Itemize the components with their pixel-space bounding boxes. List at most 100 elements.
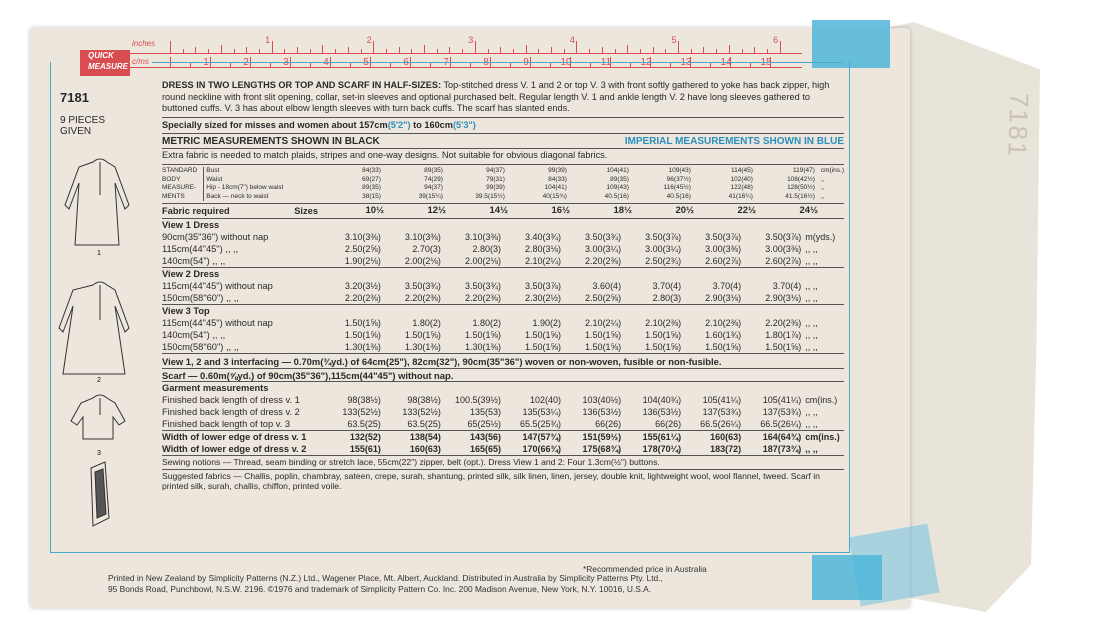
fabric-note: Extra fabric is needed to match plaids, … <box>162 147 844 162</box>
row-value: 103(40½) <box>582 395 622 405</box>
body-value: 89(35) <box>362 184 381 191</box>
row-value: 2.60(2⅞) <box>765 256 802 266</box>
row-value: 100.5(39½) <box>454 395 501 405</box>
cm-tick <box>430 62 431 67</box>
inch-tick <box>297 47 298 53</box>
info-frame-top <box>152 62 842 63</box>
row-label: 140cm(54") ,, ,, <box>162 256 226 266</box>
row-value: 170(66¾) <box>522 444 562 454</box>
body-value: 41.5(16½) <box>785 192 815 200</box>
body-size-column: 99(39) 84(33) 104(41) 40(15¾) <box>505 167 567 201</box>
row-value: 1.50(1⅝) <box>525 342 562 352</box>
row-value: 2.10(2⅜) <box>645 318 682 328</box>
row-unit: m(yds.) <box>805 232 836 242</box>
row-value: 2.50(2¾) <box>645 256 682 266</box>
row-label: 150cm(58"60") ,, ,, <box>162 342 239 352</box>
inch-tick <box>589 49 591 53</box>
row-label: Finished back length of top v. 3 <box>162 419 290 429</box>
body-value: 89(35) <box>424 167 443 174</box>
row-label: 150cm(58"60") ,, ,, <box>162 293 239 303</box>
inch-tick <box>576 41 578 53</box>
inch-tick <box>741 49 743 53</box>
body-size-column: 94(37) 79(31) 99(39) 39.5(15½) <box>443 167 505 201</box>
inch-label: 2 <box>366 35 372 45</box>
body-value: 94(37) <box>486 167 505 174</box>
imperial-note: IMPERIAL MEASUREMENTS SHOWN IN BLUE <box>624 136 844 147</box>
row-value: 63.5(25) <box>407 419 441 429</box>
fabric-required-label: Fabric required Sizes <box>162 205 322 217</box>
view-sketches: 1 2 3 <box>58 158 130 527</box>
view-2-number: 2 <box>97 377 101 384</box>
inch-tick <box>716 49 718 53</box>
row-value: 1.80(1⅞) <box>765 330 802 340</box>
body-value: 108(42½) <box>787 175 815 183</box>
row-value: 2.90(3⅛) <box>765 293 802 303</box>
footer-line-2: 95 Bonds Road, Punchbowl, N.S.W. 2196. ©… <box>108 584 652 594</box>
sizes-list: 10½ 12½ 14½ 16½ 18½ 20½ 22½ 24½ <box>322 205 819 217</box>
row-value: 2.10(2¼) <box>585 318 622 328</box>
table-row: 115cm(44"45") ,, ,, 2.50(2⅝) 2.70(3) 2.80(3… <box>162 243 844 255</box>
row-unit: ,, ,, <box>805 330 818 340</box>
row-value: 133(52½) <box>342 407 381 417</box>
row-value: 1.30(1⅜) <box>464 342 501 352</box>
body-value: 122(48) <box>730 184 753 191</box>
inch-tick <box>398 47 400 53</box>
inch-tick <box>678 41 679 53</box>
tape-top <box>812 20 890 68</box>
row-value: 1.50(1⅝) <box>765 342 802 352</box>
row-value: 137(53¾) <box>702 407 742 417</box>
inch-tick <box>436 49 438 53</box>
row-value: 63.5(25) <box>347 419 381 429</box>
inch-tick <box>665 49 667 53</box>
inch-tick <box>728 45 730 53</box>
row-value: 1.50(1⅝) <box>585 342 622 352</box>
body-label-line: BODY <box>162 175 181 183</box>
row-value: 3.10(3⅜) <box>404 232 441 242</box>
row-value: 2.20(2⅜) <box>404 293 441 303</box>
cm-tick <box>630 62 631 67</box>
row-value: 2.80(3) <box>652 293 682 303</box>
pattern-envelope <box>30 28 910 608</box>
table-row: 150cm(58"60") ,, ,, 1.30(1⅜) 1.30(1⅜) 1.30(… <box>162 341 844 353</box>
inch-tick <box>779 41 781 53</box>
suggested-fabrics: Suggested fabrics — Challis, poplin, cha… <box>162 468 844 491</box>
row-value: 1.80(2) <box>472 318 501 328</box>
body-value: 39(15¼) <box>418 192 443 200</box>
body-value: 89(35) <box>610 175 629 183</box>
inch-tick <box>284 49 286 53</box>
inch-tick <box>703 47 705 53</box>
row-value: 2.00(2⅛) <box>464 256 501 266</box>
cm-tick <box>390 62 391 67</box>
inch-tick <box>474 41 476 53</box>
row-label: 115cm(44"45") without nap <box>162 281 273 291</box>
flap-pattern-number: 7181 <box>1002 92 1035 159</box>
row-value: 3.60(4) <box>592 281 622 291</box>
row-value: 3.20(3½) <box>344 281 381 291</box>
inch-tick <box>601 47 603 53</box>
row-value: 136(53½) <box>582 407 622 417</box>
row-label: Finished back length of dress v. 1 <box>162 395 300 405</box>
body-value: 99(39) <box>486 184 505 191</box>
row-value: 132(52) <box>349 432 381 442</box>
inch-tick <box>551 47 552 53</box>
scarf-fabric: Scarf — 0.60m(⅝yd.) of 90cm(35"36"),115c… <box>162 367 844 382</box>
cm-tick <box>470 62 471 67</box>
width-section: Width of lower edge of dress v. 1 132(52)… <box>162 430 844 455</box>
row-value: 3.50(3¾) <box>464 281 501 291</box>
row-value: 133(52½) <box>402 407 441 417</box>
row-value: 2.10(2¼) <box>525 256 562 266</box>
inch-tick <box>233 49 235 53</box>
body-value: 128(50½) <box>787 184 815 191</box>
row-unit: ,, ,, <box>805 281 818 291</box>
size-label: 12½ <box>427 205 447 216</box>
body-value: 116(45½) <box>663 184 691 191</box>
price-footnote: *Recommended price in Australia <box>583 564 707 574</box>
pattern-title: DRESS IN TWO LENGTHS OR TOP AND SCARF IN… <box>162 80 442 90</box>
view-title: View 1 Dress <box>162 220 220 230</box>
inch-tick <box>500 47 502 53</box>
row-value: 66.5(26¼) <box>700 419 742 429</box>
garment-measurements: Garment measurements Finished back length… <box>162 381 844 455</box>
row-value: 3.00(3⅜) <box>705 244 742 254</box>
view-1-table: View 1 Dress 90cm(35"36") without nap 3.10… <box>162 218 844 267</box>
row-label: 90cm(35"36") without nap <box>162 232 269 242</box>
